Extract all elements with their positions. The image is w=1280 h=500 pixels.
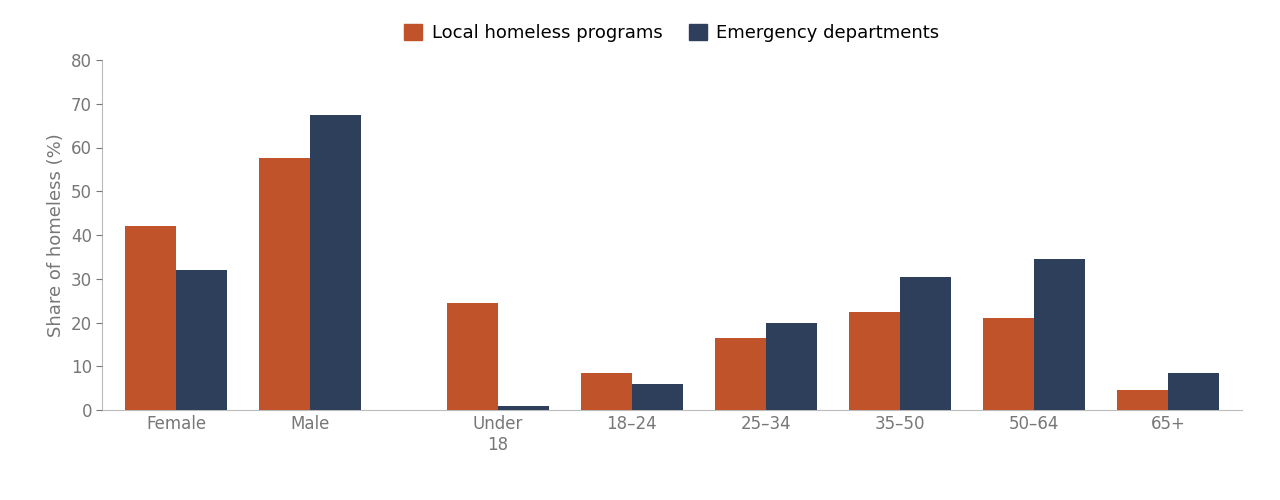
Bar	[765, 322, 817, 410]
Bar	[716, 338, 765, 410]
Y-axis label: Share of homeless (%): Share of homeless (%)	[47, 133, 65, 337]
Bar	[581, 373, 632, 410]
Bar	[983, 318, 1034, 410]
Bar	[310, 114, 361, 410]
Bar	[260, 158, 310, 410]
Bar	[177, 270, 227, 410]
Bar	[1167, 373, 1219, 410]
Legend: Local homeless programs, Emergency departments: Local homeless programs, Emergency depar…	[397, 16, 947, 49]
Bar	[447, 303, 498, 410]
Bar	[900, 276, 951, 410]
Bar	[1117, 390, 1167, 410]
Bar	[1034, 259, 1084, 410]
Bar	[632, 384, 682, 410]
Bar	[498, 406, 549, 410]
Bar	[125, 226, 177, 410]
Bar	[849, 312, 900, 410]
